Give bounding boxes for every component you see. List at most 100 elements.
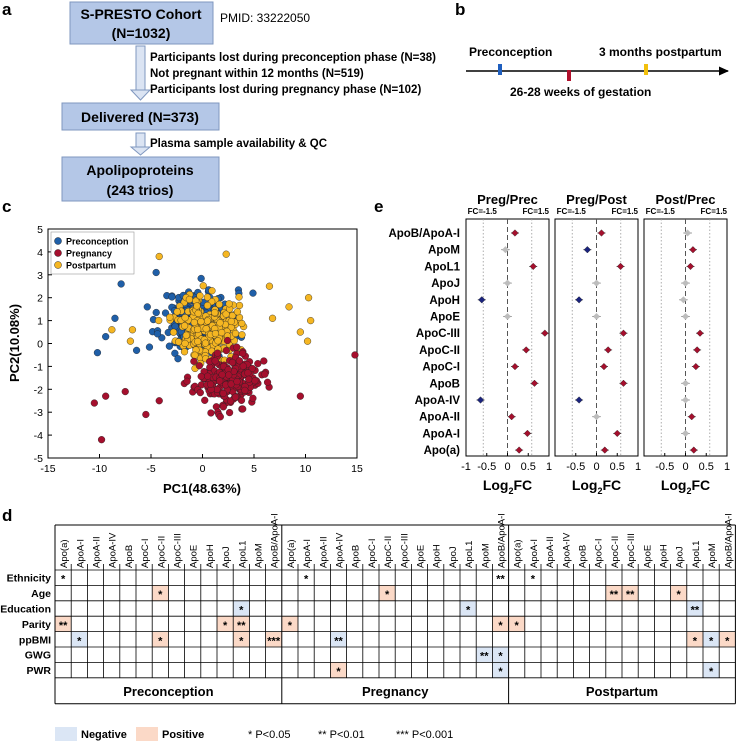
scatter-point-preconception [152,268,160,277]
protein-label: ApoC-III [416,328,460,340]
fc-cutoff-label: FC=-1.5 [468,207,498,216]
heatmap-cell-fill [152,585,169,601]
scatter-point-preconception [152,308,160,317]
scatter-point-pregnancy [248,364,256,373]
heatmap-significance: ** [480,651,489,663]
y-tick-label: 1 [37,316,43,328]
forest-x-tick-label: -0.5 [477,461,496,473]
scatter-point-postpartum [303,337,312,345]
heatmap-cell-fill [379,585,396,601]
x-tick-label: 5 [251,463,257,475]
scatter-point-pregnancy [231,393,239,401]
y-tick-label: 0 [37,339,43,351]
loss-note-1: Participants lost during preconception p… [150,52,436,64]
panel-e-letter: e [374,197,383,216]
label-preconception: Preconception [469,45,552,59]
protein-label: ApoE [430,312,460,324]
legend-marker-pregnancy [54,249,62,257]
protein-label: ApoA-I [422,428,460,440]
forest-x-tick-label: 0 [504,461,510,473]
scatter-y-label: PC2(10.08%) [7,304,22,382]
scatter-point-preconception [132,346,141,354]
heatmap-column-label: ApoA-IV [335,532,346,568]
x-tick-label: 10 [300,463,312,475]
heatmap-significance: * [77,635,82,647]
scatter-point-postpartum [126,337,134,345]
scatter-point-postpartum [201,339,210,347]
forest-x-tick-label: 1 [546,461,552,473]
scatter-point-pregnancy [207,409,215,417]
heatmap-cell-fill [686,600,703,617]
fc-point [592,312,601,321]
heatmap-column-label: ApoE [416,545,427,568]
scatter-point-postpartum [173,308,181,316]
forest-x-label: Log2FC [572,477,621,496]
scatter-point-pregnancy [219,403,227,411]
scatter-point-pregnancy [183,377,191,385]
scatter-point-postpartum [180,348,189,356]
legend-positive-label: Positive [162,729,204,741]
scatter-point-pregnancy [207,380,215,388]
x-tick-label: 0 [200,463,206,475]
heatmap-column-label: ApoB [124,545,135,568]
scatter-point-pregnancy [190,357,198,365]
heatmap-column-label: ApoH [205,544,216,568]
heatmap-column-label: ApoB [351,545,362,568]
fc-point [689,246,697,254]
heatmap-significance: * [693,635,698,647]
forest-x-tick-label: 0 [593,461,599,473]
label-postpartum: 3 months postpartum [599,45,722,59]
scatter-point-pregnancy [263,378,272,386]
final-title: Apolipoproteins [86,162,194,178]
fc-point [693,346,701,354]
scatter-point-postpartum [182,331,190,339]
timeline-arrowhead [719,66,729,76]
heatmap-row-label: Ethnicity [7,573,51,585]
heatmap-significance: * [725,635,730,647]
panel-e: e ApoB/ApoA-I ApoM ApoL1 ApoJ ApoH ApoE ApoC-I… [374,192,730,496]
y-tick-label: -4 [34,430,43,442]
scatter-point-preconception [117,280,125,288]
fc-point [503,279,512,287]
legend-negative-swatch [55,727,77,741]
heatmap-column-label: ApoH [659,544,670,568]
scatter-point-postpartum [174,338,183,346]
protein-label: ApoJ [431,278,460,290]
heatmap-column-label: ApoA-I [75,539,86,568]
heatmap-column-label: ApoB/ApoA-I [497,513,508,568]
scatter-point-postpartum [231,329,240,338]
scatter-point-postpartum [128,326,137,334]
heatmap-cell-fill [233,631,250,647]
heatmap-row-label: GWG [25,650,51,662]
scatter-point-pregnancy [102,392,110,400]
delivered-label: Delivered (N=373) [81,109,199,125]
heatmap-column-label: ApoC-II [383,536,394,568]
marker-preconception [498,64,502,75]
scatter-point-postpartum [215,300,223,309]
legend-label-pregnancy: Pregnancy [66,249,112,259]
heatmap-group-label: Preconception [123,684,213,699]
heatmap-column-label: ApoJ [448,546,459,568]
scatter-point-pregnancy [218,371,226,379]
y-tick-label: -1 [34,361,43,373]
scatter-point-pregnancy [155,397,163,405]
heatmap-row-label: Education [0,604,51,616]
forest-x-label: Log2FC [661,477,710,496]
cohort-n: (N=1032) [112,25,171,41]
heatmap-significance: * [223,620,228,632]
scatter-point-pregnancy [201,396,209,404]
scatter-point-postpartum [199,282,207,290]
scatter-point-preconception [197,274,205,283]
fc-cutoff-label: FC=1.5 [612,207,639,216]
y-tick-label: 2 [37,293,43,305]
scatter-point-pregnancy [222,346,230,355]
legend-positive-swatch [136,727,158,741]
fc-cutoff-label: FC=1.5 [523,207,550,216]
heatmap-column-label: ApoC-III [173,533,184,568]
forest-plots: ApoB/ApoA-I ApoM ApoL1 ApoJ ApoH ApoE ApoC-III… [388,192,730,496]
heatmap-cell-fill [508,616,525,632]
x-tick-label: 15 [351,463,363,475]
heatmap-significance: ** [610,589,619,601]
heatmap-cell-fill [703,662,720,678]
scatter-point-pregnancy [351,351,359,359]
